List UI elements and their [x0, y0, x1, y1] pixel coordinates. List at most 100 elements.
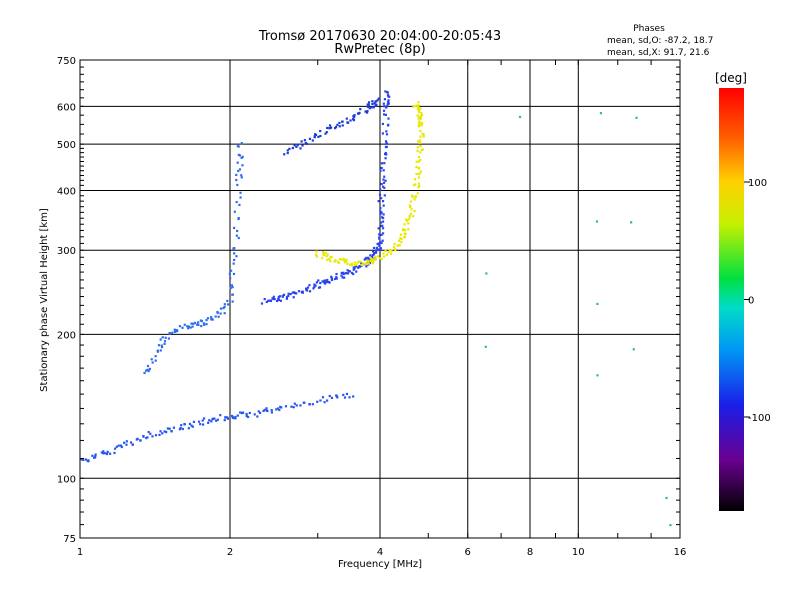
data-point	[288, 147, 291, 150]
data-point	[352, 272, 355, 276]
data-point	[326, 126, 329, 130]
x-tick-label: 4	[377, 547, 383, 558]
data-point	[239, 196, 242, 199]
colorbar	[719, 88, 744, 511]
data-point	[315, 250, 318, 253]
data-point	[286, 151, 289, 155]
data-point	[380, 166, 383, 170]
data-point	[226, 299, 229, 302]
data-point	[373, 258, 376, 261]
data-point	[381, 132, 384, 135]
data-point	[412, 184, 416, 187]
data-point	[151, 435, 154, 438]
data-point	[321, 256, 324, 260]
data-point	[340, 274, 343, 277]
data-point	[145, 369, 148, 372]
data-point	[665, 496, 668, 500]
data-point	[485, 272, 488, 275]
data-point	[265, 407, 268, 410]
data-point	[635, 116, 638, 119]
data-point	[296, 144, 299, 147]
x-tick-label: 2	[227, 547, 233, 558]
data-points	[80, 90, 672, 527]
data-point	[161, 336, 164, 339]
data-point	[352, 268, 355, 271]
data-point	[159, 349, 162, 352]
data-point	[342, 393, 345, 397]
data-point	[353, 261, 356, 264]
data-point	[378, 244, 381, 248]
colorbar-tick-label: -100	[748, 413, 771, 424]
phase-stats-x: mean, sd,X: 91.7, 21.6	[607, 48, 710, 58]
data-point	[287, 294, 290, 298]
data-point	[189, 326, 192, 329]
data-point	[191, 325, 194, 328]
data-point	[82, 458, 85, 462]
data-point	[211, 318, 214, 321]
data-point	[350, 264, 354, 267]
data-point	[292, 406, 295, 409]
data-point	[285, 297, 289, 300]
data-point	[365, 111, 369, 114]
data-point	[365, 265, 368, 268]
colorbar-tick-label: 100	[748, 178, 767, 189]
data-point	[223, 303, 226, 306]
data-point	[417, 116, 420, 119]
data-point	[416, 104, 419, 107]
data-point	[239, 411, 242, 414]
data-point	[241, 164, 244, 167]
data-point	[226, 303, 230, 306]
data-point	[229, 277, 232, 280]
data-point	[160, 345, 164, 349]
data-point	[342, 271, 345, 274]
data-point	[413, 198, 416, 201]
chart-subtitle: RwPretec (8p)	[334, 42, 425, 57]
data-point	[219, 312, 222, 315]
data-point	[263, 408, 266, 411]
x-tick-label: 6	[465, 547, 471, 558]
y-tick-label: 200	[57, 330, 76, 341]
data-point	[408, 216, 411, 219]
data-point	[297, 290, 301, 293]
data-point	[329, 256, 332, 259]
data-point	[226, 417, 230, 420]
data-point	[366, 105, 370, 108]
data-point	[313, 135, 316, 138]
data-point	[142, 435, 145, 438]
data-point	[279, 299, 282, 302]
data-point	[231, 300, 234, 303]
data-point	[373, 251, 376, 254]
data-point	[151, 361, 154, 364]
data-point	[188, 422, 192, 426]
data-point	[102, 452, 105, 455]
data-point	[335, 277, 338, 280]
data-point	[234, 415, 237, 419]
x-axis-label: Frequency [MHz]	[338, 559, 422, 570]
data-point	[394, 249, 397, 252]
data-point	[321, 396, 325, 399]
data-point	[409, 200, 413, 203]
data-point	[257, 410, 260, 413]
data-point	[289, 292, 292, 296]
data-point	[415, 172, 418, 176]
data-point	[341, 120, 344, 123]
data-point	[206, 317, 210, 320]
data-point	[419, 107, 422, 110]
data-point	[265, 409, 268, 412]
data-point	[345, 258, 348, 261]
data-point	[384, 90, 387, 93]
data-point	[387, 100, 390, 104]
data-point	[379, 212, 382, 216]
data-point	[125, 440, 128, 443]
data-point	[80, 457, 83, 461]
data-point	[344, 272, 347, 275]
data-point	[383, 255, 386, 258]
y-tick-label: 400	[57, 186, 76, 197]
y-tick-label: 750	[57, 56, 76, 67]
data-point	[346, 272, 350, 275]
data-point	[219, 414, 222, 417]
data-point	[256, 415, 259, 418]
data-point	[383, 175, 386, 178]
data-point	[265, 300, 268, 304]
data-point	[416, 140, 420, 143]
